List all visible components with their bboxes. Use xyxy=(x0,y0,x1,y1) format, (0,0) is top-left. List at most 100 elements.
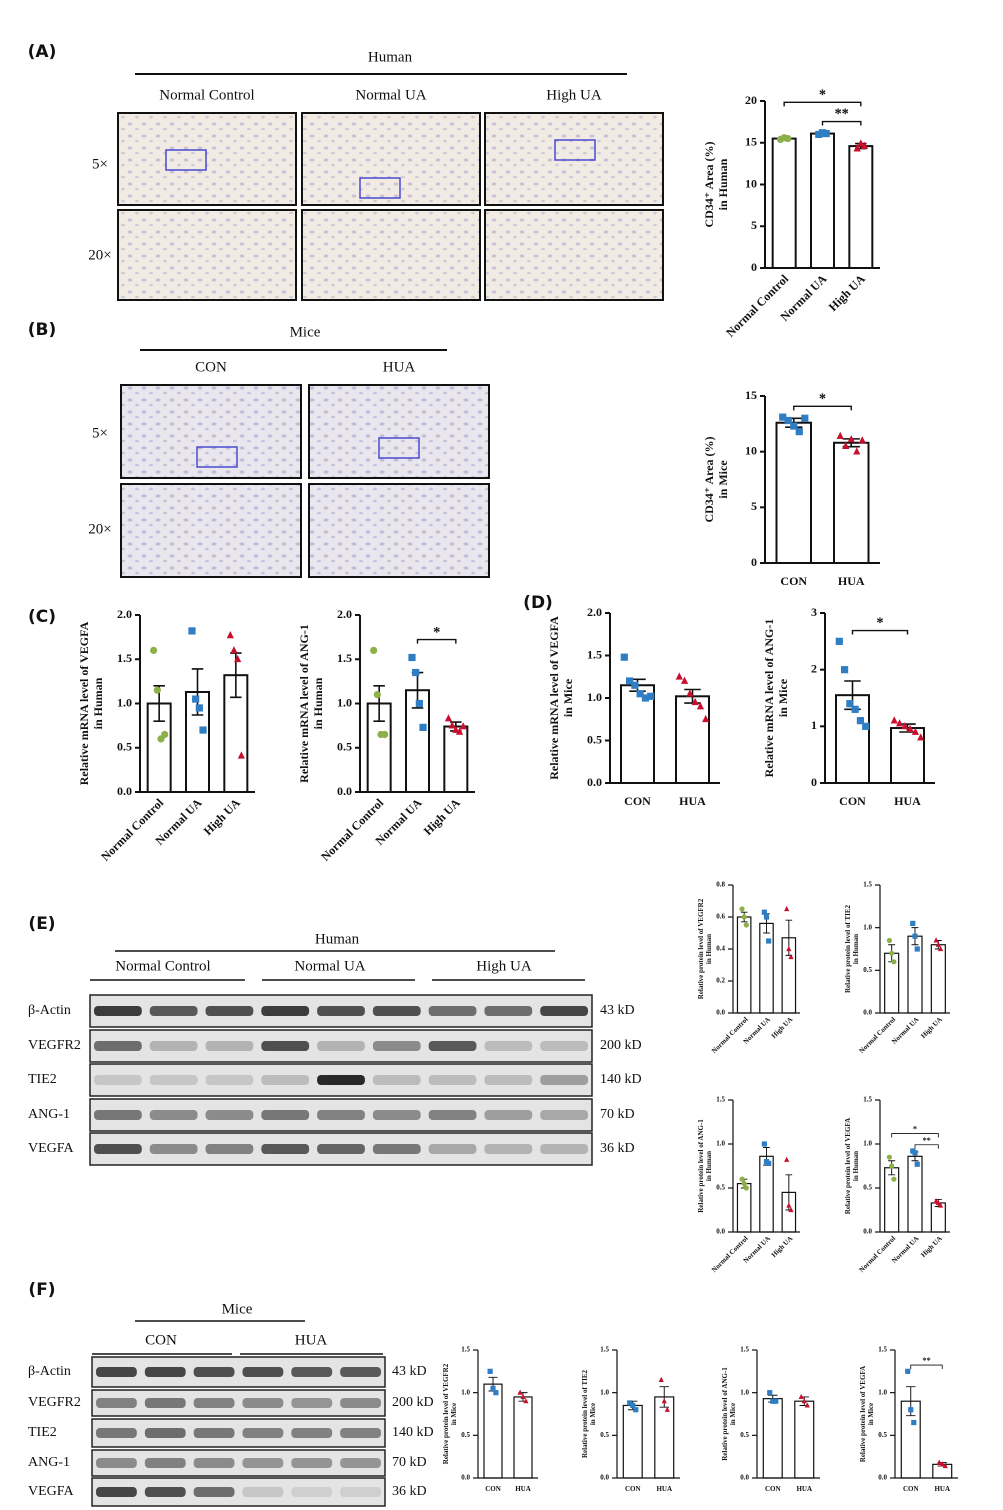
data-point xyxy=(370,646,378,655)
bar xyxy=(775,421,812,564)
x-tick-label: HUA xyxy=(838,574,865,588)
significance-bracket xyxy=(783,101,862,107)
label: 5× xyxy=(92,425,108,441)
label: Normal UA xyxy=(355,87,426,103)
label: (B) xyxy=(28,320,57,340)
data-point xyxy=(901,722,909,730)
data-point xyxy=(452,725,460,733)
y-tick-label: 0.5 xyxy=(600,1431,609,1439)
data-point xyxy=(937,1202,944,1208)
data-point xyxy=(853,447,861,455)
blot-band xyxy=(242,1398,284,1408)
label: 20× xyxy=(88,521,111,537)
y-tick-label: 2.0 xyxy=(587,605,602,619)
label: 20× xyxy=(88,247,111,263)
data-point xyxy=(661,1398,667,1404)
y-axis-label: Relative protein level of VEGFA xyxy=(859,1366,867,1462)
bar xyxy=(794,1400,815,1479)
blot-band xyxy=(428,1110,477,1120)
data-point xyxy=(631,681,639,689)
y-tick-label: 1.0 xyxy=(337,695,352,709)
micrograph xyxy=(484,112,664,206)
data-point xyxy=(767,1390,773,1396)
data-point xyxy=(444,714,453,722)
significance-bracket xyxy=(821,120,862,126)
blot-band xyxy=(291,1367,333,1377)
data-point xyxy=(773,1398,779,1404)
x-tick-label: CON xyxy=(839,794,866,808)
y-axis-label: Relative protein level of VEGFA xyxy=(844,1118,852,1214)
y-axis-label: in Mice xyxy=(589,1403,597,1425)
y-tick-label: 5 xyxy=(751,218,757,232)
label: (E) xyxy=(28,914,55,934)
y-tick-label: 2 xyxy=(811,661,817,675)
y-tick-label: 2.0 xyxy=(117,607,132,621)
significance-bracket xyxy=(793,405,852,411)
blot-band xyxy=(484,1144,533,1154)
blot-band xyxy=(149,1110,198,1120)
data-point xyxy=(523,1398,529,1404)
data-point xyxy=(408,653,416,662)
y-tick-label: 0.0 xyxy=(863,1228,872,1236)
bar xyxy=(654,1396,675,1479)
data-point xyxy=(935,1199,941,1206)
data-point xyxy=(419,723,427,731)
blot-band xyxy=(372,1075,421,1085)
y-tick-label: 0.0 xyxy=(587,775,602,789)
significance-label: * xyxy=(433,624,440,640)
y-tick-label: 1.5 xyxy=(461,1346,470,1354)
blot-band xyxy=(291,1487,333,1497)
label: CON xyxy=(145,1332,177,1348)
data-point xyxy=(675,672,683,680)
y-tick-label: 15 xyxy=(745,388,757,402)
y-tick-label: 1 xyxy=(811,718,817,732)
micrograph xyxy=(484,209,664,301)
y-axis-label: CD34⁺ Area (%) xyxy=(702,436,716,522)
y-axis-label: Relative mRNA level of VEGFA xyxy=(547,616,561,780)
blot-band xyxy=(428,1144,477,1154)
data-point xyxy=(226,631,234,639)
y-axis-label: Relative protein level of ANG-1 xyxy=(697,1119,705,1213)
data-point xyxy=(150,646,158,655)
label: 36 kD xyxy=(392,1484,427,1499)
blot-band xyxy=(261,1006,310,1016)
y-tick-label: 0.6 xyxy=(716,913,725,921)
data-point xyxy=(641,694,650,702)
y-tick-label: 0.0 xyxy=(117,784,132,798)
x-tick-label: High UA xyxy=(919,1015,944,1040)
label: VEGFA xyxy=(28,1484,75,1499)
blot-band xyxy=(484,1041,533,1051)
blot-band xyxy=(193,1398,235,1408)
label: High UA xyxy=(476,958,532,974)
label: Human xyxy=(368,49,413,65)
y-tick-label: 0.5 xyxy=(740,1431,749,1439)
bar xyxy=(930,944,946,1014)
blot-band xyxy=(261,1110,310,1120)
bar xyxy=(907,1155,923,1233)
y-tick-label: 1.5 xyxy=(716,1096,725,1104)
data-point xyxy=(630,1402,636,1409)
data-point xyxy=(786,945,792,952)
data-point xyxy=(199,726,207,734)
data-point xyxy=(741,914,747,920)
bar xyxy=(771,137,797,269)
data-point xyxy=(761,1141,767,1147)
micrograph xyxy=(120,384,302,479)
blot-band xyxy=(340,1458,381,1468)
x-tick-label: High UA xyxy=(919,1234,944,1259)
label: 43 kD xyxy=(600,1003,635,1018)
blot-band xyxy=(96,1458,137,1468)
data-point xyxy=(801,414,809,422)
significance-label: * xyxy=(819,391,826,407)
blot-band xyxy=(242,1428,284,1438)
blot-band xyxy=(94,1041,142,1051)
blot-band xyxy=(540,1006,588,1016)
bar xyxy=(884,1167,900,1233)
data-point xyxy=(914,1161,920,1167)
data-point xyxy=(908,1407,914,1413)
x-tick-label: CON xyxy=(780,574,807,588)
blot-band xyxy=(144,1458,186,1468)
x-tick-label: Normal Control xyxy=(710,1234,750,1274)
x-tick-label: Normal Control xyxy=(318,795,386,863)
significance-bracket xyxy=(914,1144,939,1149)
